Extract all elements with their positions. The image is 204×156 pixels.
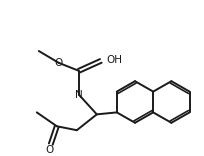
Text: O: O xyxy=(54,58,63,68)
Text: O: O xyxy=(45,145,54,155)
Text: OH: OH xyxy=(106,55,122,65)
Text: N: N xyxy=(75,90,82,100)
